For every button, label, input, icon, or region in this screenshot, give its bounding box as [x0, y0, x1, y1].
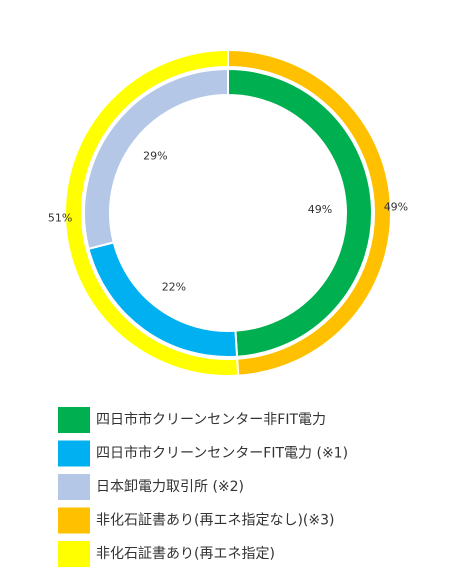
- data-label: 51%: [48, 211, 72, 224]
- legend-swatch: [58, 541, 90, 567]
- donut-segment: [83, 67, 229, 251]
- data-label: 49%: [308, 203, 332, 216]
- legend-swatch: [58, 474, 90, 500]
- legend-label: 日本卸電力取引所 (※2): [96, 479, 244, 495]
- data-label: 49%: [384, 201, 408, 214]
- data-label: 22%: [162, 280, 186, 293]
- donut-segment: [64, 48, 240, 377]
- legend-label: 非化石証書あり(再エネ指定なし)(※3): [96, 513, 335, 529]
- legend-swatch: [58, 407, 90, 433]
- legend-label: 非化石証書あり(再エネ指定): [96, 546, 275, 562]
- data-label: 29%: [143, 150, 167, 163]
- legend-label: 四日市市クリーンセンターFIT電力 (※1): [96, 445, 348, 462]
- legend-swatch: [58, 440, 90, 467]
- legend-swatch: [58, 507, 90, 534]
- legend-label: 四日市市クリーンセンター非FIT電力: [96, 411, 326, 428]
